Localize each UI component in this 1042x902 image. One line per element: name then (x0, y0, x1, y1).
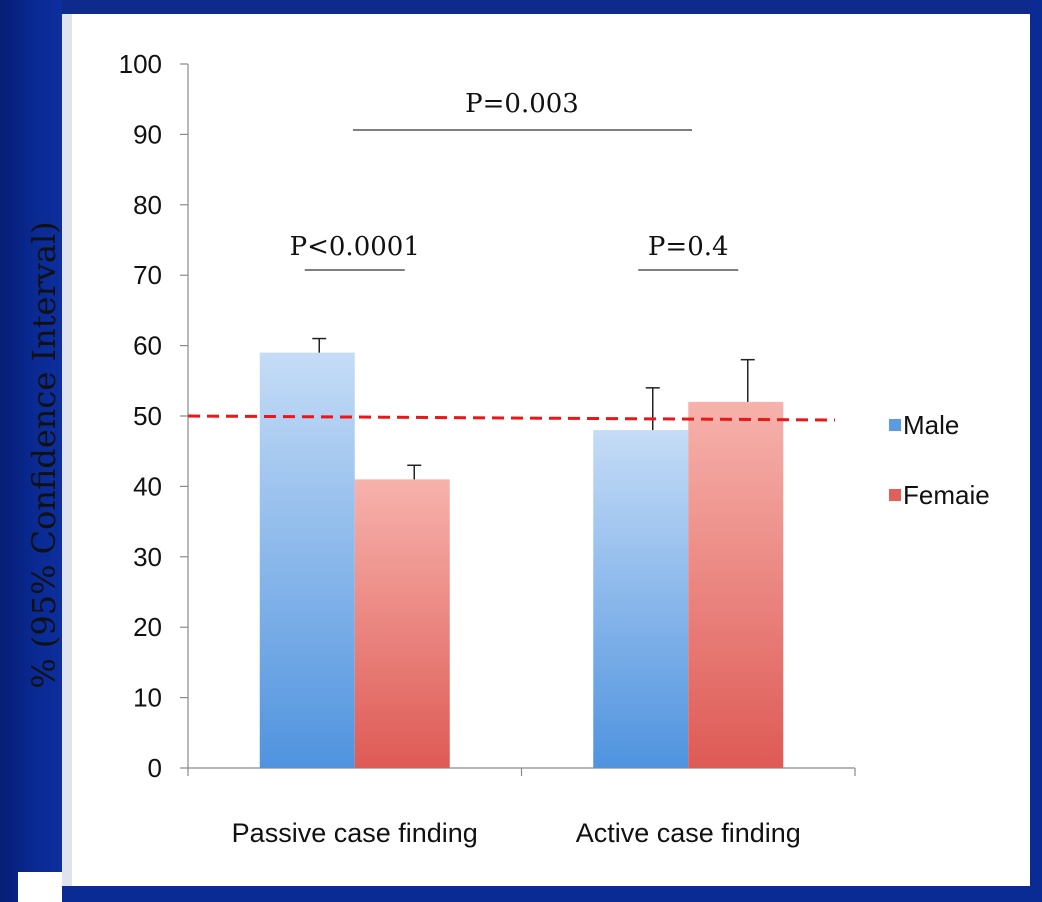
left-frame-border (0, 0, 62, 902)
annotations: P<0.0001 P=0.4 P=0.003 (290, 89, 739, 271)
y-tick-label: 10 (133, 683, 162, 713)
error-bars (312, 337, 755, 480)
p-value-annotation: P=0.003 (465, 89, 579, 119)
y-tick-label: 100 (119, 49, 162, 79)
y-tick-label: 50 (133, 401, 162, 431)
y-tick-label: 40 (133, 471, 162, 501)
bar-femaie-1 (688, 401, 784, 768)
legend-label: Male (903, 410, 959, 440)
x-tick-label: Passive case finding (232, 818, 478, 848)
reference-line (187, 414, 836, 422)
y-tick-label: 30 (133, 542, 162, 572)
legend-swatch-femaie (889, 489, 901, 501)
reference-line-group (187, 414, 836, 422)
y-tick-label: 60 (133, 331, 162, 361)
bottom-frame-border (62, 886, 1042, 902)
left-frame-strip (18, 872, 62, 902)
y-tick-label: 0 (148, 753, 162, 783)
right-frame-border (1030, 0, 1042, 902)
p-value-annotation: P<0.0001 (290, 232, 420, 262)
bar-male-0 (259, 352, 355, 768)
bar-male-1 (593, 430, 689, 768)
p-value-annotation: P=0.4 (648, 232, 729, 262)
y-tick-label: 20 (133, 612, 162, 642)
y-tick-label: 70 (133, 260, 162, 290)
legend: Male Femaie (889, 410, 990, 510)
chart-panel (62, 14, 1030, 886)
legend-label: Femaie (903, 480, 990, 510)
bars (259, 352, 784, 768)
x-tick-label: Active case finding (576, 818, 801, 848)
y-tick-label: 80 (133, 190, 162, 220)
legend-swatch-male (889, 419, 901, 431)
y-tick-label: 90 (133, 119, 162, 149)
panel-inner-edge (62, 14, 72, 886)
bar-femaie-0 (354, 479, 450, 768)
